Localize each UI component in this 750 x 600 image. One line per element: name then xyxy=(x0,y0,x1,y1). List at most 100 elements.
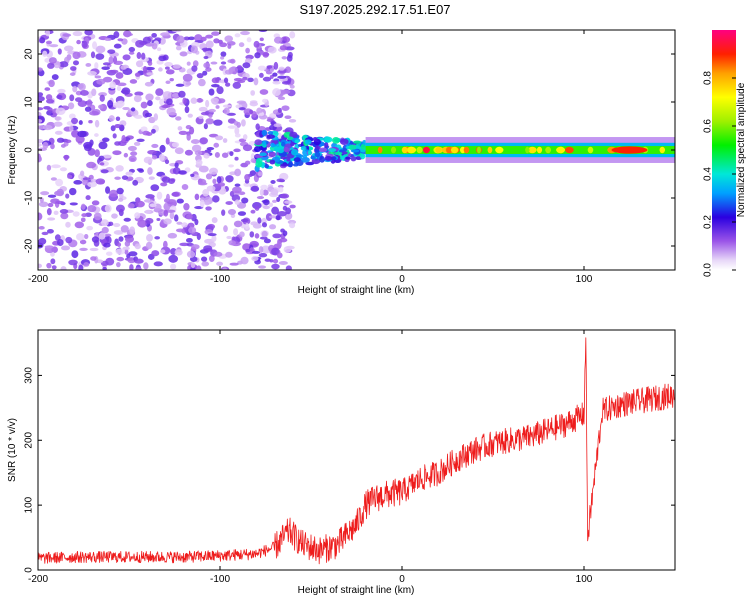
spectrogram-cell xyxy=(275,214,281,221)
spectrogram-cell xyxy=(44,87,51,91)
spectrogram-cell xyxy=(217,98,226,104)
spectrogram-cell xyxy=(98,155,105,161)
spectrogram-cell xyxy=(272,80,281,85)
spectrogram-cell xyxy=(77,130,87,138)
spectrogram-cell xyxy=(69,72,76,76)
spectrogram-cell xyxy=(181,222,188,228)
spectrogram-cell xyxy=(175,45,182,51)
spectrogram-cell xyxy=(213,119,223,126)
snr-y-tick-label: 0 xyxy=(24,567,35,573)
spectrogram-cell xyxy=(56,188,65,197)
colorbar-tick-label: 0.2 xyxy=(703,215,714,229)
spectrogram-cell xyxy=(55,178,64,187)
spectrogram-cell xyxy=(76,233,85,241)
spectrogram-cell xyxy=(113,43,122,49)
spectrogram-cell xyxy=(121,175,129,180)
spectrogram-cell xyxy=(227,125,237,129)
spectrogram-cell xyxy=(94,62,99,70)
snr-x-tick-label: -100 xyxy=(210,574,230,585)
spectrogram-cell xyxy=(140,101,148,109)
spectrogram-cell xyxy=(164,159,170,165)
spectrogram-cell xyxy=(277,75,287,79)
spectrogram-cell xyxy=(115,248,126,255)
spectrogram-cell xyxy=(69,202,78,206)
spectrogram-cell xyxy=(198,115,204,119)
spectrogram-cell xyxy=(92,41,98,50)
spectrogram-band-peak xyxy=(545,146,552,154)
spectrogram-cell xyxy=(128,251,138,257)
spectrogram-cell xyxy=(350,155,357,162)
spectrogram-cell xyxy=(94,133,99,137)
spectrogram-cell xyxy=(174,249,183,256)
spectrogram-cell xyxy=(112,102,120,108)
spectrogram-cell xyxy=(216,86,224,95)
spectrogram-cell xyxy=(113,230,124,235)
spectrogram-cell xyxy=(38,237,47,245)
spectrogram-cell xyxy=(162,91,172,99)
spectrogram-cell xyxy=(194,34,203,42)
spectrogram-band-peak xyxy=(611,146,648,154)
spectrogram-cell xyxy=(39,197,44,203)
spectrogram-cell xyxy=(144,112,153,118)
spectrogram-cell xyxy=(169,211,175,220)
spectrogram-cell xyxy=(284,66,292,74)
colorbar-tick-label: 0.4 xyxy=(703,167,714,181)
spectrogram-cell xyxy=(186,133,191,141)
spectrogram-cell xyxy=(220,51,227,57)
spectrogram-cell xyxy=(68,187,77,196)
spectrogram-cell xyxy=(61,245,71,251)
spectrogram-cell xyxy=(95,45,106,54)
spectrogram-cell xyxy=(278,261,288,265)
spectrogram-cell xyxy=(124,248,129,255)
spectrogram-cell xyxy=(289,222,296,229)
spectrogram-cell xyxy=(260,184,268,190)
spectrogram-cell xyxy=(68,259,78,266)
spectrogram-cell xyxy=(267,130,274,135)
spectrogram-cell xyxy=(182,73,193,82)
spectrogram-cell xyxy=(250,90,256,96)
spectrogram-cell xyxy=(80,90,89,96)
spectrogram-cell xyxy=(144,209,152,214)
spectrogram-cell xyxy=(87,71,97,76)
spectrogram-cell xyxy=(332,137,340,144)
spectrogram-cell xyxy=(254,139,263,146)
spectrogram-cell xyxy=(243,182,251,187)
spectrogram-y-tick-label: -10 xyxy=(24,190,35,205)
spectrogram-cell xyxy=(158,55,167,62)
spectrogram-cell xyxy=(222,104,232,108)
spectrogram-cell xyxy=(91,200,100,206)
spectrogram-cell xyxy=(280,163,290,167)
spectrogram-band-peak xyxy=(416,146,423,154)
spectrogram-cell xyxy=(148,176,155,180)
spectrogram-cell xyxy=(258,253,268,258)
spectrogram-cell xyxy=(252,201,262,210)
spectrogram-cell xyxy=(143,262,149,270)
spectrogram-cell xyxy=(116,262,121,268)
spectrogram-cell xyxy=(124,240,131,247)
spectrogram-cell xyxy=(101,226,109,234)
snr-y-tick-label: 200 xyxy=(24,431,35,448)
spectrogram-band-peak xyxy=(450,146,459,154)
spectrogram-cell xyxy=(194,218,199,226)
spectrogram-cell xyxy=(284,115,292,120)
spectrogram-cell xyxy=(271,206,280,215)
spectrogram-cell xyxy=(221,152,229,158)
spectrogram-cell xyxy=(59,209,69,214)
spectrogram-cell xyxy=(222,267,228,270)
spectrogram-cell xyxy=(259,89,269,95)
spectrogram-cell xyxy=(137,219,148,228)
spectrogram-cell xyxy=(129,226,135,235)
spectrogram-cell xyxy=(78,120,83,125)
spectrogram-cell xyxy=(228,164,234,168)
spectrogram-cell xyxy=(278,66,285,71)
spectrogram-cell xyxy=(175,228,185,233)
spectrogram-cell xyxy=(242,243,252,251)
spectrogram-cell xyxy=(220,56,225,60)
spectrogram-cell xyxy=(246,37,252,43)
spectrogram-cell xyxy=(110,69,119,74)
spectrogram-cell xyxy=(149,203,157,208)
spectrogram-y-tick-label: 10 xyxy=(24,96,35,108)
spectrogram-cell xyxy=(169,77,174,82)
spectrogram-cell xyxy=(240,256,249,265)
